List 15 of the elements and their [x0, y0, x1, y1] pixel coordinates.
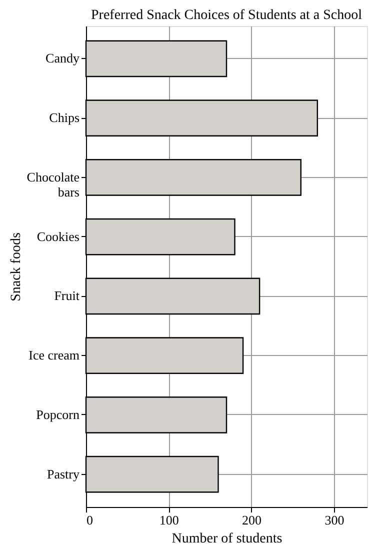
x-tick-label: 100 — [159, 512, 179, 528]
y-tick-label: Chocolate bars — [26, 169, 80, 200]
y-tick-label: Candy — [46, 50, 80, 66]
y-tick-label: Fruit — [54, 288, 80, 304]
y-tick-label: Cookies — [36, 228, 80, 244]
y-tick-label: Chips — [49, 110, 80, 126]
y-axis-title: Snack foods — [8, 232, 24, 302]
y-tick-label: Popcorn — [36, 406, 80, 422]
chart-title: Preferred Snack Choices of Students at a School — [91, 8, 362, 23]
x-tick-label: 200 — [242, 512, 262, 528]
y-tick-label: Pastry — [47, 466, 80, 482]
x-axis-title: Number of students — [172, 532, 282, 546]
x-tick-label: 0 — [86, 512, 93, 528]
y-tick-label: Ice cream — [28, 348, 80, 363]
x-tick-label: 300 — [324, 512, 344, 528]
